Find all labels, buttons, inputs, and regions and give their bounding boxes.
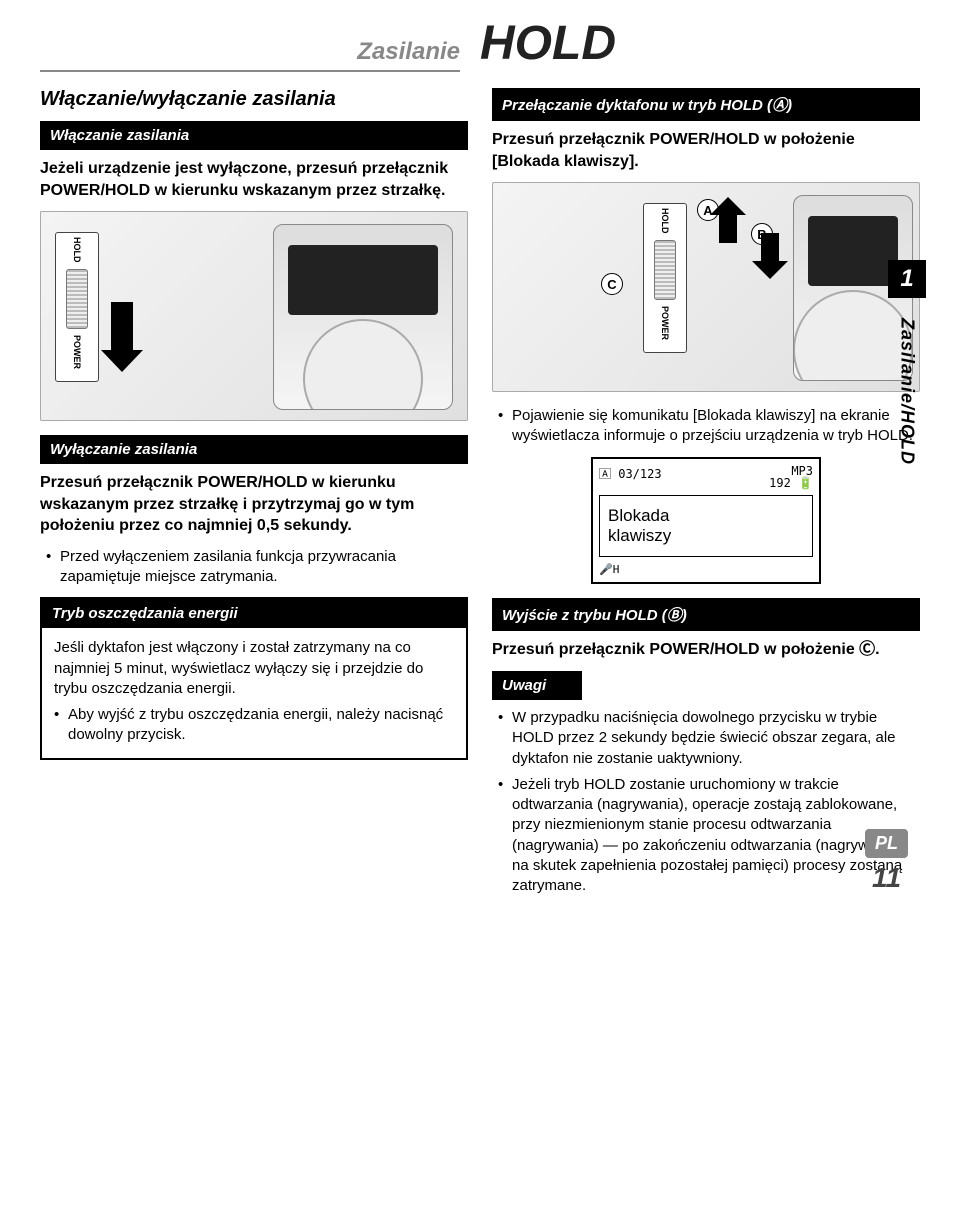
power-on-diagram: HOLD POWER	[40, 211, 468, 421]
note-1: W przypadku naciśnięcia dowolnego przyci…	[498, 708, 920, 769]
notes-bar: Uwagi	[492, 671, 582, 700]
arrow-down-b-icon	[761, 233, 779, 261]
arrow-down-icon	[111, 302, 133, 352]
hold-b-body: Przesuń przełącznik POWER/HOLD w położen…	[492, 639, 920, 661]
hold-title: HOLD	[480, 20, 616, 68]
hold-diagram: C HOLD POWER A B	[492, 182, 920, 392]
lcd-bitrate: 192 🔋	[769, 476, 813, 490]
hold-a-bar: Przełączanie dyktafonu w tryb HOLD (Ⓐ)	[492, 88, 920, 121]
power-on-bar: Włączanie zasilania	[40, 121, 468, 150]
device-illustration	[273, 224, 453, 410]
hold-a-body: Przesuń przełącznik POWER/HOLD w położen…	[492, 129, 920, 172]
switch-hold-label-2: HOLD	[660, 208, 670, 234]
energy-bar: Tryb oszczędzania energii	[42, 599, 466, 628]
chapter-title: Zasilanie/HOLD	[897, 318, 918, 465]
lcd-msg-1: Blokada	[608, 506, 804, 526]
label-c: C	[601, 273, 623, 295]
side-tab: 1 Zasilanie/HOLD	[888, 260, 926, 465]
lcd-display: 🄰 03/123 MP3 192 🔋 Blokada klawiszy 🎤H	[591, 457, 821, 585]
power-toggle-heading: Włączanie/wyłączanie zasilania	[40, 88, 468, 111]
power-on-body: Jeżeli urządzenie jest wyłączone, przesu…	[40, 158, 468, 201]
switch-hold-label: HOLD	[72, 237, 82, 263]
hold-a-note: Pojawienie się komunikatu [Blokada klawi…	[498, 406, 920, 447]
chapter-number: 1	[888, 260, 926, 298]
section-rule	[40, 70, 460, 72]
switch-illustration: HOLD POWER	[55, 232, 99, 382]
switch-illustration-2: HOLD POWER	[643, 203, 687, 353]
switch-power-label-2: POWER	[660, 306, 670, 340]
switch-power-label: POWER	[72, 335, 82, 369]
energy-body: Jeśli dyktafon jest włączony i został za…	[54, 638, 454, 699]
energy-saving-box: Tryb oszczędzania energii Jeśli dyktafon…	[40, 597, 468, 759]
page-number: 11	[865, 862, 908, 894]
language-badge: PL	[865, 829, 908, 858]
arrow-up-icon	[719, 215, 737, 243]
energy-bullet: Aby wyjść z trybu oszczędzania energii, …	[54, 705, 454, 746]
lcd-bottom: 🎤H	[599, 563, 813, 576]
section-label: Zasilanie	[357, 38, 460, 65]
lcd-counter: 🄰 03/123	[599, 465, 662, 489]
note-2: Jeżeli tryb HOLD zostanie uruchomiony w …	[498, 775, 920, 897]
power-off-body: Przesuń przełącznik POWER/HOLD w kierunk…	[40, 472, 468, 537]
lcd-msg-2: klawiszy	[608, 526, 804, 546]
hold-b-bar: Wyjście z trybu HOLD (Ⓑ)	[492, 598, 920, 631]
power-off-bar: Wyłączanie zasilania	[40, 435, 468, 464]
power-off-note: Przed wyłączeniem zasilania funkcja przy…	[46, 547, 468, 588]
